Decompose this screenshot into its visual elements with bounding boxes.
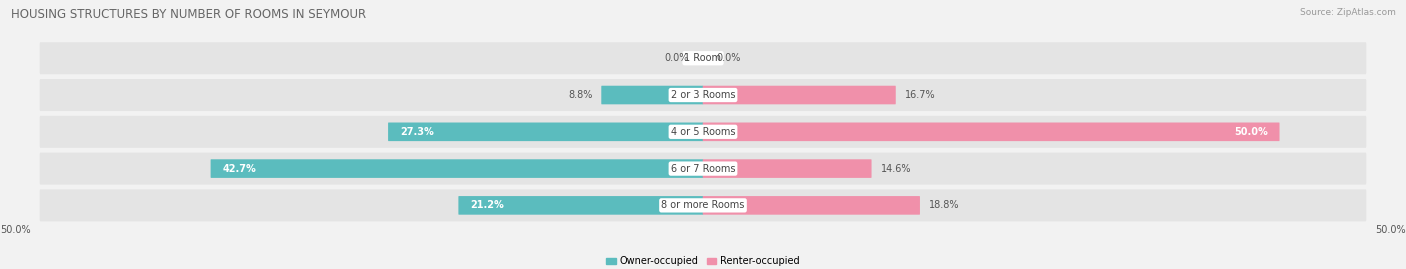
- Text: 42.7%: 42.7%: [222, 164, 256, 174]
- FancyBboxPatch shape: [39, 153, 1367, 185]
- Text: 14.6%: 14.6%: [880, 164, 911, 174]
- Text: 50.0%: 50.0%: [1234, 127, 1268, 137]
- Text: 21.2%: 21.2%: [470, 200, 503, 210]
- Legend: Owner-occupied, Renter-occupied: Owner-occupied, Renter-occupied: [602, 253, 804, 269]
- Text: HOUSING STRUCTURES BY NUMBER OF ROOMS IN SEYMOUR: HOUSING STRUCTURES BY NUMBER OF ROOMS IN…: [11, 8, 367, 21]
- FancyBboxPatch shape: [39, 116, 1367, 148]
- Text: 0.0%: 0.0%: [665, 53, 689, 63]
- Text: 4 or 5 Rooms: 4 or 5 Rooms: [671, 127, 735, 137]
- FancyBboxPatch shape: [39, 79, 1367, 111]
- Text: 50.0%: 50.0%: [1375, 225, 1406, 235]
- FancyBboxPatch shape: [703, 159, 872, 178]
- FancyBboxPatch shape: [458, 196, 703, 215]
- FancyBboxPatch shape: [703, 196, 920, 215]
- Text: 1 Room: 1 Room: [685, 53, 721, 63]
- FancyBboxPatch shape: [39, 189, 1367, 221]
- Text: 6 or 7 Rooms: 6 or 7 Rooms: [671, 164, 735, 174]
- Text: 50.0%: 50.0%: [0, 225, 31, 235]
- FancyBboxPatch shape: [602, 86, 703, 104]
- Text: 8 or more Rooms: 8 or more Rooms: [661, 200, 745, 210]
- FancyBboxPatch shape: [703, 86, 896, 104]
- Text: 0.0%: 0.0%: [717, 53, 741, 63]
- Text: 16.7%: 16.7%: [904, 90, 935, 100]
- Text: 27.3%: 27.3%: [399, 127, 433, 137]
- FancyBboxPatch shape: [703, 122, 1279, 141]
- FancyBboxPatch shape: [211, 159, 703, 178]
- FancyBboxPatch shape: [388, 122, 703, 141]
- Text: 2 or 3 Rooms: 2 or 3 Rooms: [671, 90, 735, 100]
- FancyBboxPatch shape: [39, 42, 1367, 74]
- Text: 8.8%: 8.8%: [568, 90, 592, 100]
- Text: 18.8%: 18.8%: [929, 200, 959, 210]
- Text: Source: ZipAtlas.com: Source: ZipAtlas.com: [1301, 8, 1396, 17]
